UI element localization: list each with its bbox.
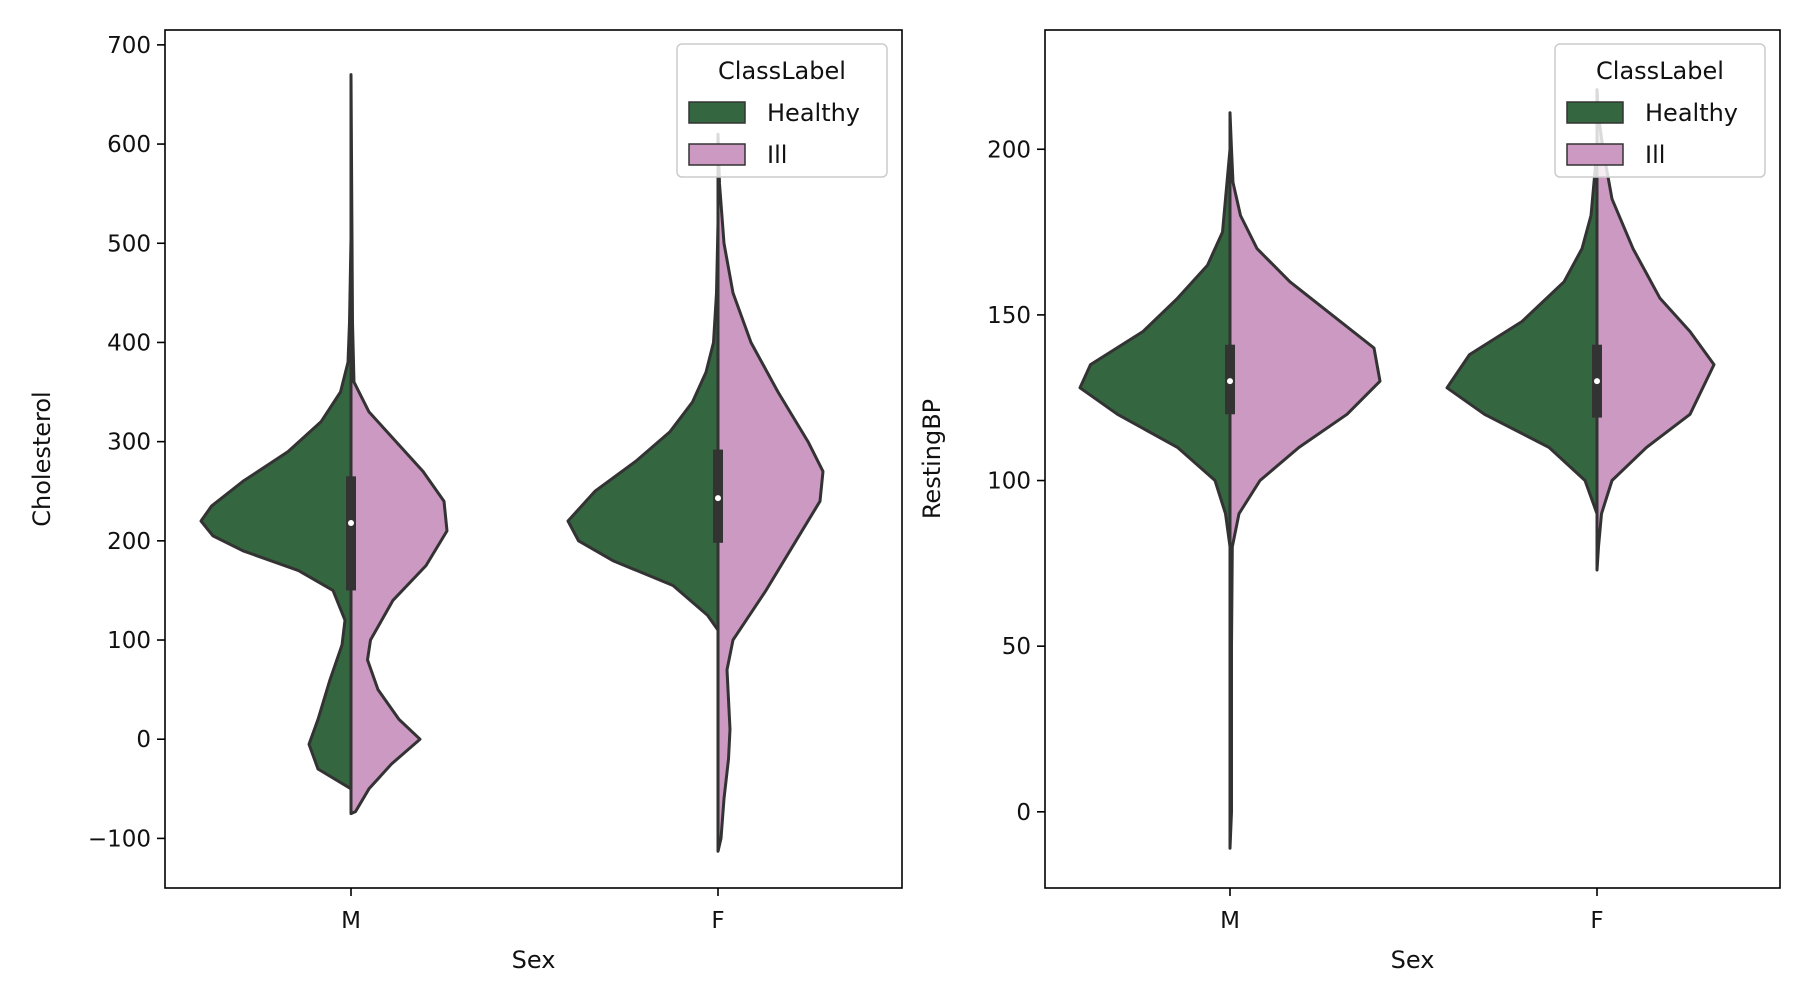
axes-frame [164, 29, 903, 889]
legend-label-healthy: Healthy [767, 99, 860, 127]
legend-swatch-ill [1566, 143, 1624, 166]
violin-m-ill [1228, 111, 1382, 850]
y-tick-label: 150 [987, 303, 1031, 329]
panel-restingbp: 0 50 100 150 200 M F Sex RestingBP ClassLabel Heal… [918, 29, 1781, 974]
median-marker-m [1227, 378, 1233, 385]
y-tick-label: 50 [1002, 634, 1031, 660]
legend-swatch-ill [688, 143, 746, 166]
y-tick-label: −100 [88, 826, 151, 852]
y-tick-label: 100 [107, 628, 151, 654]
violin-f-healthy [566, 221, 720, 632]
legend-label-healthy: Healthy [1645, 99, 1738, 127]
y-tick-label: 200 [107, 529, 151, 555]
y-tick-label: 500 [107, 231, 151, 257]
y-tick-label: 100 [987, 469, 1031, 495]
y-tick-label: 200 [987, 137, 1031, 163]
panel-cholesterol: −100 0 100 200 300 400 500 600 700 M F Sex Cholester… [28, 29, 903, 974]
x-tick-label: F [1590, 908, 1603, 934]
x-axis-label: Sex [1391, 946, 1435, 974]
median-marker-f [715, 495, 721, 502]
x-tick-label: M [1220, 908, 1240, 934]
legend-swatch-healthy [1566, 101, 1624, 124]
legend-swatch-healthy [688, 101, 746, 124]
axes-frame [1044, 29, 1781, 889]
violin-m-ill [349, 73, 449, 816]
y-axis-label: RestingBP [918, 399, 946, 519]
legend-title: ClassLabel [718, 57, 846, 85]
y-tick-label: 600 [107, 132, 151, 158]
y-axis-label: Cholesterol [28, 391, 56, 526]
legend: ClassLabel Healthy Ill [1554, 43, 1766, 178]
legend-label-ill: Ill [1645, 141, 1665, 169]
y-tick-label: 400 [107, 330, 151, 356]
y-tick-label: 0 [136, 727, 151, 753]
iqr-box-m [346, 476, 356, 591]
violin-f-ill [716, 132, 825, 853]
x-tick-label: M [341, 908, 361, 934]
x-tick-label: F [711, 908, 724, 934]
violin-m-healthy [199, 236, 353, 791]
legend: ClassLabel Healthy Ill [676, 43, 888, 178]
x-axis-label: Sex [512, 946, 556, 974]
y-tick-label: 300 [107, 430, 151, 456]
median-marker-m [348, 519, 354, 526]
median-marker-f [1594, 378, 1600, 385]
violin-f-healthy [1445, 147, 1599, 516]
violin-m-healthy [1078, 147, 1232, 549]
y-tick-label: 0 [1016, 800, 1031, 826]
legend-label-ill: Ill [767, 141, 787, 169]
legend-title: ClassLabel [1596, 57, 1724, 85]
y-tick-label: 700 [107, 33, 151, 59]
